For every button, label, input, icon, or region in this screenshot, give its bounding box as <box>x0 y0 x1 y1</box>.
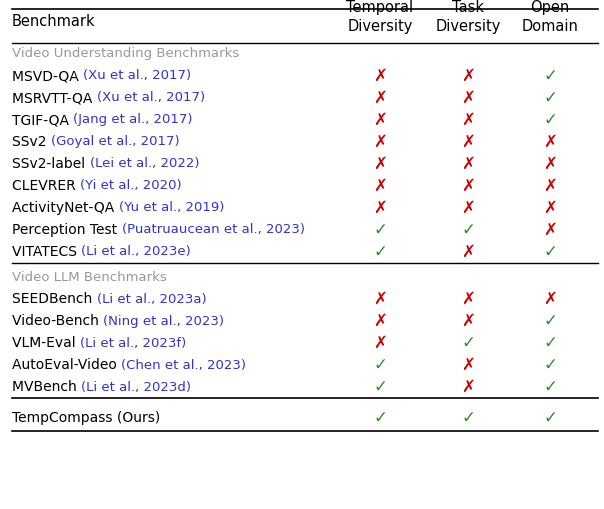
Text: ✗: ✗ <box>373 111 387 129</box>
Text: (Li et al., 2023f): (Li et al., 2023f) <box>80 336 186 349</box>
Text: AutoEval-Video: AutoEval-Video <box>12 358 121 372</box>
Text: ✓: ✓ <box>543 356 557 374</box>
Text: MSRVTT-QA: MSRVTT-QA <box>12 91 97 105</box>
Text: ✗: ✗ <box>373 67 387 85</box>
Text: Benchmark: Benchmark <box>12 14 95 30</box>
Text: ✓: ✓ <box>373 220 387 239</box>
Text: (Yi et al., 2020): (Yi et al., 2020) <box>80 179 182 192</box>
Text: (Li et al., 2023e): (Li et al., 2023e) <box>82 245 191 258</box>
Text: ✓: ✓ <box>461 220 475 239</box>
Text: VLM-Eval: VLM-Eval <box>12 335 80 350</box>
Text: ✗: ✗ <box>461 133 475 151</box>
Text: ✓: ✓ <box>543 67 557 85</box>
Text: ✗: ✗ <box>543 155 557 173</box>
Text: TGIF-QA: TGIF-QA <box>12 113 73 127</box>
Text: ✗: ✗ <box>461 290 475 308</box>
Text: ✓: ✓ <box>461 408 475 426</box>
Text: Task
Diversity: Task Diversity <box>435 0 501 34</box>
Text: ✗: ✗ <box>461 312 475 330</box>
Text: (Jang et al., 2017): (Jang et al., 2017) <box>73 114 193 126</box>
Text: Temporal
Diversity: Temporal Diversity <box>347 0 414 34</box>
Text: ✗: ✗ <box>461 356 475 374</box>
Text: ✗: ✗ <box>373 89 387 107</box>
Text: (Li et al., 2023d): (Li et al., 2023d) <box>81 380 191 393</box>
Text: ✗: ✗ <box>373 177 387 194</box>
Text: ActivityNet-QA: ActivityNet-QA <box>12 201 118 215</box>
Text: ✗: ✗ <box>543 199 557 216</box>
Text: ✗: ✗ <box>461 242 475 261</box>
Text: ✗: ✗ <box>373 312 387 330</box>
Text: ✗: ✗ <box>461 177 475 194</box>
Text: (Yu et al., 2019): (Yu et al., 2019) <box>118 201 224 214</box>
Text: (Puatruaucean et al., 2023): (Puatruaucean et al., 2023) <box>121 223 304 236</box>
Text: ✗: ✗ <box>461 155 475 173</box>
Text: ✗: ✗ <box>373 133 387 151</box>
Text: (Lei et al., 2022): (Lei et al., 2022) <box>89 157 199 170</box>
Text: ✓: ✓ <box>543 378 557 395</box>
Text: ✗: ✗ <box>373 155 387 173</box>
Text: ✗: ✗ <box>461 378 475 395</box>
Text: MVBench: MVBench <box>12 380 81 393</box>
Text: SSv2: SSv2 <box>12 135 51 149</box>
Text: ✗: ✗ <box>543 177 557 194</box>
Text: ✗: ✗ <box>373 290 387 308</box>
Text: ✓: ✓ <box>373 356 387 374</box>
Text: TempCompass (Ours): TempCompass (Ours) <box>12 410 160 425</box>
Text: ✓: ✓ <box>543 408 557 426</box>
Text: ✓: ✓ <box>543 111 557 129</box>
Text: Open
Domain: Open Domain <box>522 0 579 34</box>
Text: (Ning et al., 2023): (Ning et al., 2023) <box>103 314 224 327</box>
Text: ✓: ✓ <box>543 89 557 107</box>
Text: ✗: ✗ <box>461 199 475 216</box>
Text: ✓: ✓ <box>373 378 387 395</box>
Text: ✓: ✓ <box>373 408 387 426</box>
Text: Perception Test: Perception Test <box>12 222 121 237</box>
Text: (Li et al., 2023a): (Li et al., 2023a) <box>97 292 206 305</box>
Text: ✓: ✓ <box>543 312 557 330</box>
Text: ✓: ✓ <box>543 333 557 352</box>
Text: Video Understanding Benchmarks: Video Understanding Benchmarks <box>12 47 239 61</box>
Text: ✗: ✗ <box>373 333 387 352</box>
Text: Video-Bench: Video-Bench <box>12 314 103 328</box>
Text: ✓: ✓ <box>461 333 475 352</box>
Text: MSVD-QA: MSVD-QA <box>12 69 83 83</box>
Text: (Goyal et al., 2017): (Goyal et al., 2017) <box>51 135 179 148</box>
Text: VITATECS: VITATECS <box>12 244 82 259</box>
Text: ✗: ✗ <box>461 111 475 129</box>
Text: SSv2-label: SSv2-label <box>12 157 89 171</box>
Text: ✗: ✗ <box>543 290 557 308</box>
Text: CLEVRER: CLEVRER <box>12 179 80 192</box>
Text: ✓: ✓ <box>373 242 387 261</box>
Text: ✗: ✗ <box>373 199 387 216</box>
Text: ✓: ✓ <box>543 242 557 261</box>
Text: Video LLM Benchmarks: Video LLM Benchmarks <box>12 270 167 283</box>
Text: ✗: ✗ <box>543 220 557 239</box>
Text: (Xu et al., 2017): (Xu et al., 2017) <box>97 91 205 104</box>
Text: ✗: ✗ <box>461 89 475 107</box>
Text: (Chen et al., 2023): (Chen et al., 2023) <box>121 358 246 371</box>
Text: ✗: ✗ <box>543 133 557 151</box>
Text: ✗: ✗ <box>461 67 475 85</box>
Text: (Xu et al., 2017): (Xu et al., 2017) <box>83 69 191 82</box>
Text: SEEDBench: SEEDBench <box>12 292 97 306</box>
